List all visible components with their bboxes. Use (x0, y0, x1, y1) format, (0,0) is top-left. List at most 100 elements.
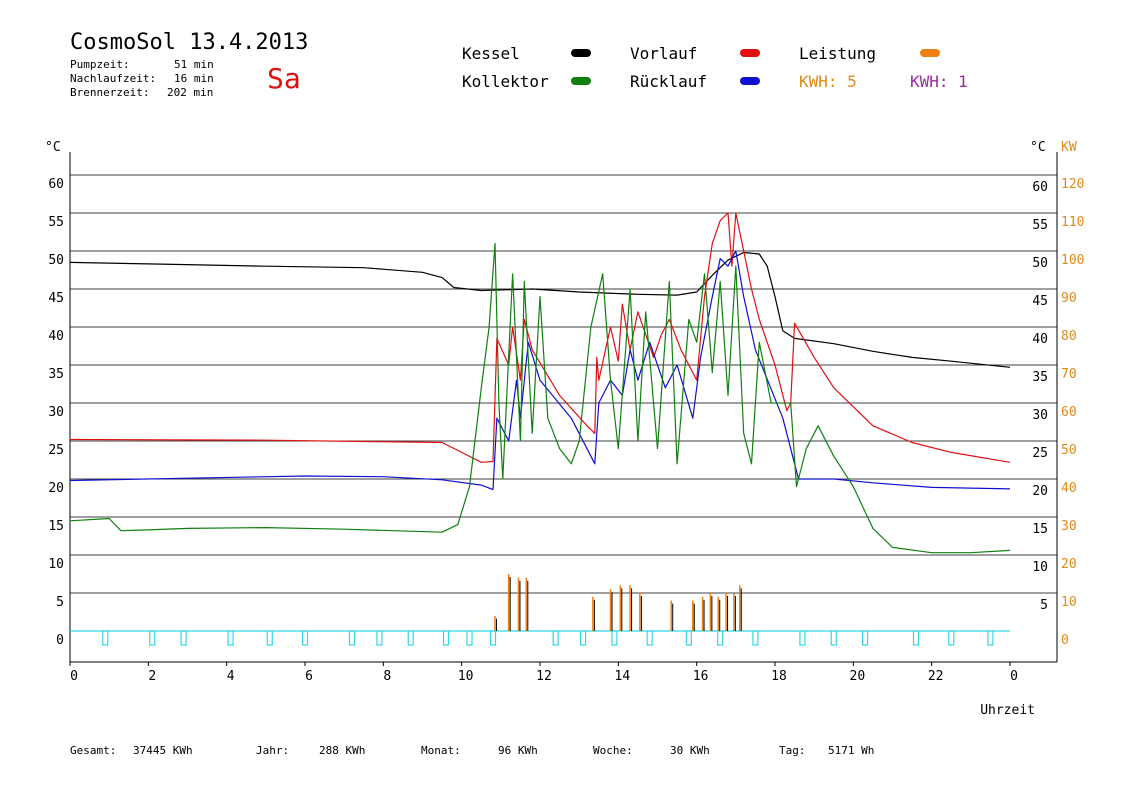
y2-tick-label: 60 (1061, 405, 1077, 420)
y2-tick-label: 110 (1061, 215, 1084, 230)
y-tick-label-right: 25 (1032, 446, 1048, 461)
footer-woche-label: Woche: (593, 744, 633, 757)
y-tick-label-right: 60 (1032, 180, 1048, 195)
legend-leistung-swatch (920, 49, 940, 57)
y-tick-label-left: 0 (56, 633, 64, 648)
y2-tick-label: 40 (1061, 481, 1077, 496)
x-tick-label: 10 (458, 669, 474, 684)
series-line-rcklauf (69, 250, 1011, 491)
y-tick-label-left: 5 (56, 595, 64, 610)
pump-marker (752, 630, 759, 646)
y-tick-label-left: 15 (48, 519, 64, 534)
x-tick-label: 22 (928, 669, 944, 684)
y2-tick-label: 90 (1061, 291, 1077, 306)
y2-tick-label: 10 (1061, 595, 1077, 610)
footer-monat-value: 96 KWh (498, 744, 538, 757)
legend-leistung-label: Leistung (799, 44, 877, 63)
pump-marker (830, 630, 837, 646)
stat-brenner-label: Brennerzeit: (70, 86, 150, 99)
legend-ruecklauf-swatch (740, 77, 760, 85)
pump-marker (611, 630, 618, 646)
y2-tick-label: 30 (1061, 519, 1077, 534)
x-tick-label: 16 (693, 669, 709, 684)
x-tick-label: 2 (148, 669, 156, 684)
pump-marker (717, 630, 724, 646)
y-tick-label-left: 50 (48, 253, 64, 268)
x-tick-label: 14 (615, 669, 631, 684)
y-tick-label-left: 40 (48, 329, 64, 344)
x-axis-label: Uhrzeit (980, 703, 1035, 718)
y-tick-label-right: 45 (1032, 294, 1048, 309)
y-tick-label-right: 10 (1032, 560, 1048, 575)
y2-tick-label: 50 (1061, 443, 1077, 458)
footer-tag-value: 5171 Wh (828, 744, 875, 757)
kwh-solar-label: KWH: 5 (799, 72, 857, 91)
x-tick-label: 18 (771, 669, 787, 684)
footer-woche-value: 30 KWh (670, 744, 710, 757)
pump-marker (227, 630, 234, 646)
pump-marker (149, 630, 156, 646)
pump-marker (102, 630, 109, 646)
y2-tick-label: 20 (1061, 557, 1077, 572)
pump-marker (987, 630, 994, 646)
y-tick-label-left: 20 (48, 481, 64, 496)
legend-vorlauf-swatch (740, 49, 760, 57)
y-tick-label-right: 30 (1032, 408, 1048, 423)
y2-tick-label: 80 (1061, 329, 1077, 344)
y2-tick-label: 120 (1061, 177, 1084, 192)
pump-marker (407, 630, 414, 646)
pump-marker (466, 630, 473, 646)
y-tick-label-left: 30 (48, 405, 64, 420)
y-tick-label-right: 20 (1032, 484, 1048, 499)
pump-marker (266, 630, 273, 646)
y-tick-label-left: 55 (48, 215, 64, 230)
weekday-label: Sa (267, 62, 301, 95)
pump-marker (489, 630, 497, 646)
y-tick-label-left: 25 (48, 443, 64, 458)
legend-ruecklauf-label: Rücklauf (630, 72, 708, 91)
stat-brenner-value: 202 min (167, 86, 214, 99)
y-tick-label-right: 55 (1032, 218, 1048, 233)
y-tick-label-left: 45 (48, 291, 64, 306)
legend-kessel-swatch (571, 49, 591, 57)
legend-vorlauf-label: Vorlauf (630, 44, 698, 63)
pump-marker (861, 630, 869, 646)
pump-marker (579, 630, 587, 646)
y-tick-label-right: 50 (1032, 256, 1048, 271)
pump-marker (180, 630, 187, 646)
y-tick-label-right: 35 (1032, 370, 1048, 385)
x-tick-label: 0 (70, 669, 78, 684)
series-line-kollektor (69, 242, 1011, 554)
series-line-kessel (69, 251, 1011, 368)
y-axis-unit-right: °C (1030, 140, 1046, 155)
footer-jahr-value: 288 KWh (319, 744, 366, 757)
pump-marker (685, 630, 692, 646)
x-tick-label: 0 (1010, 669, 1018, 684)
x-tick-label: 8 (383, 669, 391, 684)
pump-marker (948, 630, 955, 646)
kwh-burner-label: KWH: 1 (910, 72, 968, 91)
footer-gesamt-value: 37445 KWh (133, 744, 193, 757)
stat-nachlauf-label: Nachlaufzeit: (70, 72, 157, 85)
pump-marker (552, 630, 559, 646)
pump-marker (646, 630, 653, 646)
y-tick-label-left: 35 (48, 367, 64, 382)
chart-title: CosmoSol 13.4.2013 (70, 30, 309, 55)
x-tick-label: 20 (850, 669, 866, 684)
footer-gesamt-label: Gesamt: (70, 744, 117, 757)
y2-tick-label: 0 (1061, 633, 1069, 648)
y-tick-label-right: 40 (1032, 332, 1048, 347)
series-line-vorlauf (69, 212, 1011, 463)
stat-nachlauf-value: 16 min (174, 72, 214, 85)
x-tick-label: 6 (305, 669, 313, 684)
legend-kessel-label: Kessel (462, 44, 520, 63)
stat-pump-label: Pumpzeit: (70, 58, 130, 71)
footer-monat-label: Monat: (421, 744, 461, 757)
y-tick-label-right: 15 (1032, 522, 1048, 537)
footer-jahr-label: Jahr: (256, 744, 290, 757)
pump-marker (442, 630, 450, 646)
y2-axis-unit: KW (1061, 140, 1077, 155)
y-tick-label-right: 5 (1040, 598, 1048, 613)
stat-pump-value: 51 min (174, 58, 214, 71)
y-axis-unit-left: °C (45, 140, 61, 155)
